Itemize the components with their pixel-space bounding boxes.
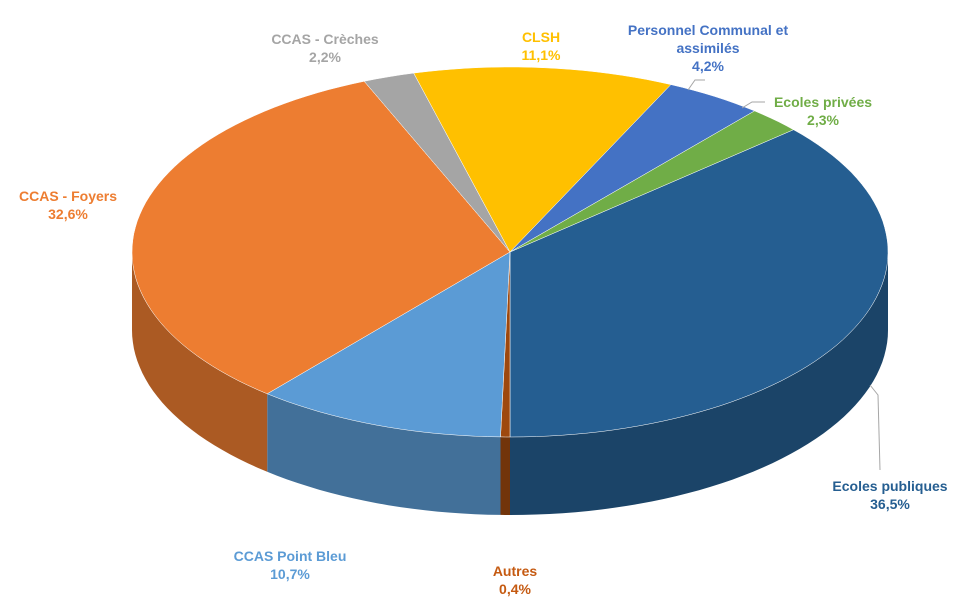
- slice-label: Ecoles privées 2,3%: [774, 93, 872, 129]
- category-label: Ecoles privées: [773, 94, 873, 110]
- slice-label: CCAS - Crèches 2,2%: [271, 30, 378, 66]
- value-label: 36,5%: [870, 496, 910, 512]
- pie-wall: [132, 252, 268, 472]
- slice-label: Autres 0,4%: [493, 562, 537, 598]
- category-label: Personnel Communal et assimilés: [627, 22, 789, 56]
- category-label: Ecoles publiques: [832, 478, 948, 494]
- value-label: 2,3%: [807, 112, 839, 128]
- pie-slice: [509, 129, 889, 438]
- pie-slice: [266, 251, 511, 438]
- pie-tops: [131, 66, 889, 438]
- category-label: CCAS Point Bleu: [233, 548, 347, 564]
- pie-wall: [510, 252, 888, 515]
- value-label: 2,2%: [309, 49, 341, 65]
- leader-lines: [687, 79, 881, 471]
- slice-label: CCAS - Foyers 32,6%: [19, 187, 117, 223]
- category-label: CLSH: [521, 29, 561, 45]
- pie-slice: [509, 84, 756, 253]
- leader-line: [741, 101, 765, 109]
- slice-label: Ecoles publiques 36,5%: [832, 477, 947, 513]
- pie-slice: [509, 110, 795, 253]
- pie-slice: [413, 66, 672, 253]
- slice-label: Personnel Communal et assimilés 4,2%: [613, 21, 803, 75]
- pie-wall: [267, 393, 501, 515]
- value-label: 32,6%: [48, 206, 88, 222]
- value-label: 10,7%: [270, 566, 310, 582]
- slice-label: CLSH 11,1%: [522, 28, 561, 64]
- leader-line: [869, 384, 881, 471]
- pie-wall: [500, 436, 510, 515]
- value-label: 11,1%: [521, 47, 561, 63]
- slice-label: CCAS Point Bleu 10,7%: [234, 547, 347, 583]
- value-label: 0,4%: [499, 581, 531, 597]
- pie-slice: [131, 81, 511, 395]
- category-label: CCAS - Crèches: [271, 31, 379, 47]
- pie-walls: [132, 252, 888, 515]
- leader-line: [687, 79, 705, 91]
- category-label: CCAS - Foyers: [18, 188, 118, 204]
- category-label: Autres: [492, 563, 538, 579]
- value-label: 4,2%: [692, 58, 724, 74]
